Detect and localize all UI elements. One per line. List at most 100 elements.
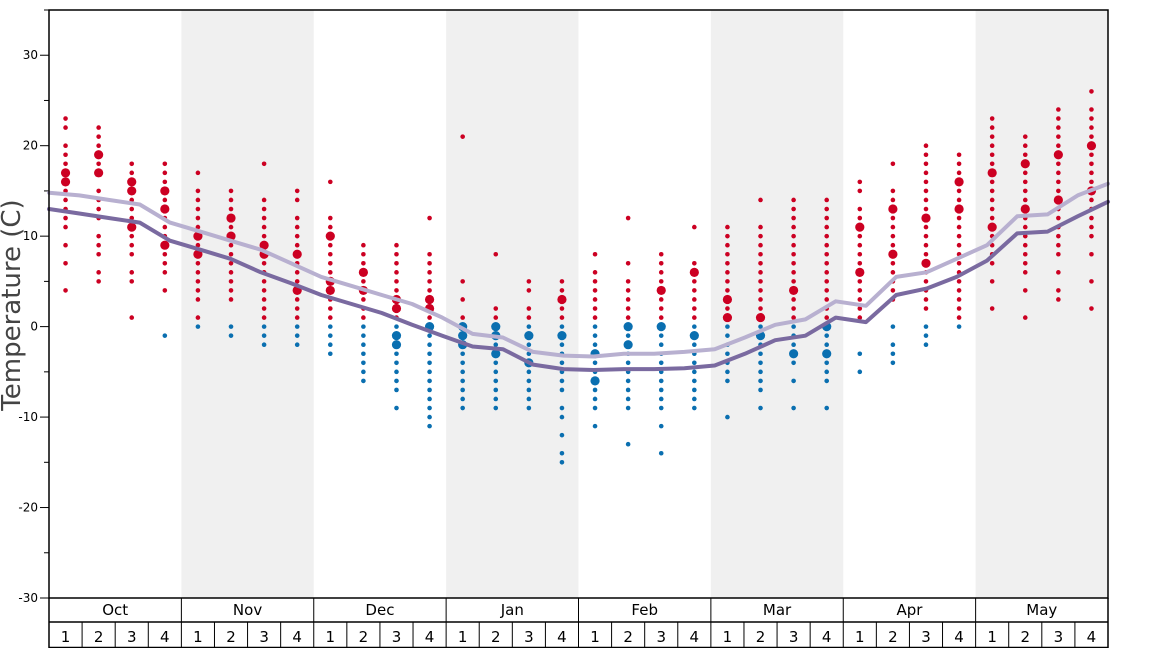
temperature-dot — [195, 242, 201, 248]
temperature-dot — [1056, 107, 1061, 112]
temperature-dot — [294, 333, 300, 338]
temperature-dot — [923, 297, 929, 302]
temperature-dot — [857, 179, 863, 185]
week-label: 3 — [1054, 628, 1064, 646]
temperature-dot — [460, 279, 465, 284]
temperature-dot — [427, 288, 432, 293]
temperature-dot — [658, 342, 664, 348]
temperature-dot — [327, 215, 333, 221]
temperature-dot — [1022, 179, 1028, 185]
temperature-dot — [791, 360, 796, 366]
temperature-dot — [857, 188, 863, 194]
y-tick-label: 20 — [23, 139, 38, 153]
temperature-dot — [824, 206, 830, 212]
temperature-dot — [96, 188, 101, 194]
temperature-dot — [791, 297, 796, 302]
temperature-dot — [294, 242, 300, 248]
temperature-dot — [923, 188, 929, 194]
temperature-dot — [1089, 197, 1094, 203]
temperature-dot — [625, 405, 631, 411]
temperature-dot — [1056, 143, 1061, 148]
month-bands — [181, 10, 1108, 598]
temperature-dot — [294, 197, 300, 203]
temperature-dot — [956, 306, 962, 311]
temperature-dot — [791, 215, 796, 221]
temperature-dot — [63, 116, 68, 121]
temperature-dot — [195, 270, 201, 275]
temperature-dot — [129, 251, 135, 257]
temperature-dot — [1089, 152, 1094, 158]
temperature-dot — [162, 161, 168, 167]
temperature-dot — [890, 342, 896, 348]
temperature-dot — [559, 306, 565, 311]
average-lines — [47, 181, 1110, 372]
temperature-dot — [327, 242, 333, 248]
temperature-dot-frequent — [722, 312, 733, 323]
temperature-dot-frequent — [193, 231, 203, 241]
temperature-dot — [261, 279, 267, 284]
temperature-dot — [361, 251, 366, 257]
temperature-dot — [1022, 188, 1028, 194]
temperature-dot-frequent — [722, 294, 733, 305]
temperature-dot — [857, 297, 863, 302]
temperature-dot — [327, 270, 333, 275]
temperature-dot-frequent — [954, 204, 964, 214]
week-label: 2 — [756, 628, 766, 646]
temperature-dot — [526, 387, 532, 393]
temperature-dot — [791, 270, 796, 275]
temperature-dot — [162, 170, 168, 176]
temperature-dot — [890, 188, 896, 194]
temperature-dot — [526, 315, 532, 320]
temperature-dot — [956, 279, 962, 284]
temperature-dot — [923, 333, 929, 338]
temperature-dot — [692, 369, 697, 375]
temperature-dot — [261, 342, 267, 348]
temperature-dot — [294, 297, 300, 302]
temperature-dot — [1022, 233, 1028, 239]
temperature-dot — [63, 161, 68, 167]
y-tick-label: -10 — [18, 410, 38, 424]
temperature-dot — [526, 405, 532, 411]
temperature-dot — [162, 224, 168, 230]
temperature-dot — [824, 270, 830, 275]
temperature-dot — [592, 288, 598, 293]
month-label-dec: Dec — [365, 601, 394, 619]
temperature-dot-frequent — [259, 240, 269, 250]
temperature-dot — [394, 251, 399, 257]
temperature-dot — [96, 161, 101, 167]
temperature-dot — [228, 333, 234, 338]
temperature-dot — [625, 279, 631, 284]
temperature-dot — [857, 206, 863, 212]
temperature-dot — [758, 360, 763, 366]
temperature-dot — [758, 197, 763, 203]
temperature-dot — [294, 306, 300, 311]
temperature-dot — [923, 206, 929, 212]
week-label: 2 — [226, 628, 236, 646]
temperature-dot — [725, 260, 730, 266]
temperature-dot — [228, 224, 234, 230]
temperature-dot — [625, 315, 631, 320]
temperature-dot — [758, 351, 763, 357]
temperature-dot — [460, 351, 465, 357]
temperature-dot — [824, 360, 830, 366]
month-label-apr: Apr — [896, 601, 923, 619]
temperature-dot — [758, 260, 763, 266]
temperature-dot — [427, 396, 432, 402]
temperature-dot-frequent — [391, 340, 402, 350]
temperature-dot — [791, 306, 796, 311]
temperature-dot — [956, 215, 962, 221]
temperature-dot — [394, 270, 399, 275]
temperature-dot — [758, 270, 763, 275]
temperature-dot — [1056, 116, 1061, 121]
temperature-dot — [956, 288, 962, 293]
temperature-dot — [261, 224, 267, 230]
temperature-dot — [460, 369, 465, 375]
temperature-dot — [824, 378, 830, 384]
temperature-dot-frequent — [160, 240, 170, 250]
temperature-dot — [294, 315, 300, 320]
temperature-dot — [1056, 179, 1061, 185]
temperature-dot — [327, 342, 333, 348]
temperature-dot — [923, 233, 929, 239]
temperature-dot — [1022, 197, 1028, 203]
temperature-dot-frequent — [623, 322, 633, 332]
